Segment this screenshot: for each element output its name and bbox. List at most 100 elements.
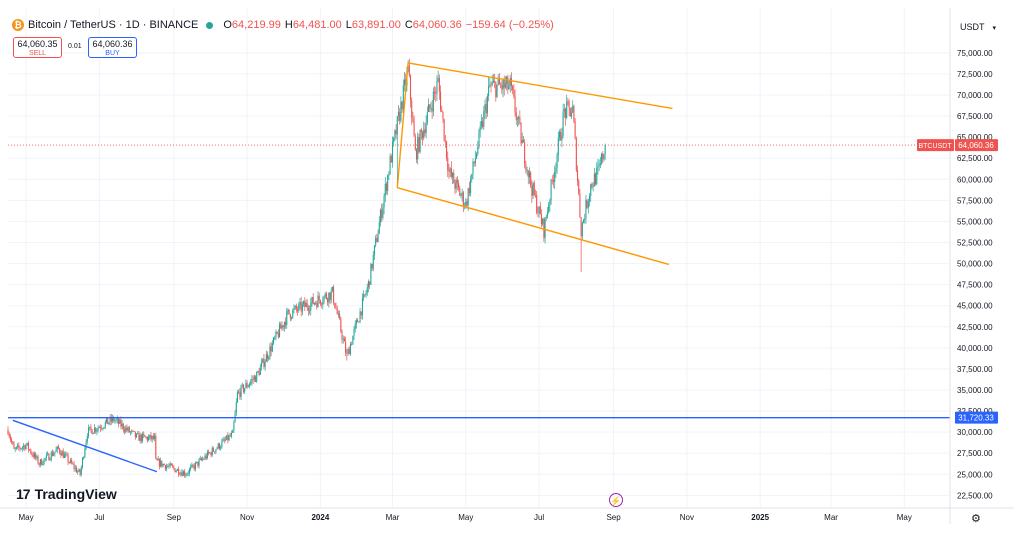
candle-body bbox=[394, 130, 396, 138]
trendline-channel-upper[interactable] bbox=[407, 62, 673, 110]
candle-body bbox=[263, 358, 265, 367]
candle-body bbox=[601, 153, 603, 164]
candle-body bbox=[525, 163, 527, 171]
symbol-title[interactable]: Bitcoin / TetherUS · 1D · BINANCE bbox=[28, 19, 199, 31]
candle-body bbox=[214, 451, 216, 453]
candle-body bbox=[361, 298, 364, 316]
buy-button[interactable]: 64,060.36 BUY bbox=[88, 37, 137, 58]
candle-body bbox=[419, 129, 421, 152]
tradingview-logo[interactable]: 17 TradingView bbox=[16, 486, 117, 502]
candle-body bbox=[305, 302, 307, 307]
candle-body bbox=[11, 439, 13, 442]
candle-body bbox=[590, 184, 592, 196]
trendline-downtrend[interactable] bbox=[12, 419, 158, 473]
candle-body bbox=[501, 85, 503, 90]
candle-body bbox=[372, 254, 374, 269]
chevron-down-icon: ▾ bbox=[992, 25, 996, 32]
candle-body bbox=[126, 427, 128, 431]
candle-body bbox=[413, 121, 415, 137]
candle-body bbox=[353, 328, 355, 337]
candle-body bbox=[366, 287, 368, 293]
candle-body bbox=[211, 448, 213, 456]
candle-body bbox=[403, 79, 406, 86]
candle-body bbox=[301, 304, 303, 312]
candle-body bbox=[355, 320, 357, 324]
candle-body bbox=[494, 81, 496, 83]
candle-body bbox=[510, 78, 512, 87]
candle-body bbox=[396, 116, 398, 135]
candle-body bbox=[593, 173, 595, 187]
candle-body bbox=[200, 458, 202, 460]
gear-icon[interactable]: ⚙ bbox=[971, 513, 981, 525]
candle-body bbox=[119, 419, 121, 424]
price-tick-label: 45,000.00 bbox=[957, 302, 993, 311]
close-label: C bbox=[404, 19, 413, 31]
candle-body bbox=[86, 436, 88, 442]
candle-body bbox=[312, 297, 314, 305]
candle-body bbox=[145, 437, 147, 438]
candle-body bbox=[198, 459, 200, 466]
candle-body bbox=[297, 309, 299, 311]
candle-body bbox=[536, 195, 538, 213]
candle-body bbox=[477, 146, 479, 154]
candles bbox=[7, 58, 606, 478]
candle-body bbox=[123, 429, 126, 432]
candle-body bbox=[89, 426, 91, 428]
candle-body bbox=[98, 427, 100, 429]
candle-body bbox=[244, 387, 246, 392]
candle-body bbox=[521, 139, 523, 144]
trendline-channel-lower[interactable] bbox=[397, 187, 670, 266]
candle-body bbox=[247, 385, 249, 388]
candle-body bbox=[146, 437, 148, 441]
time-tick-label: Nov bbox=[240, 513, 254, 522]
candle-body bbox=[83, 457, 85, 459]
support-price-label: 31,720.33 bbox=[958, 414, 994, 423]
candle-body bbox=[340, 318, 342, 332]
candle-body bbox=[117, 418, 120, 424]
candle-body bbox=[378, 222, 380, 234]
candle-body bbox=[530, 172, 532, 186]
candle-body bbox=[115, 419, 117, 421]
candle-body bbox=[591, 184, 593, 187]
candle-body bbox=[315, 302, 317, 304]
candle-body bbox=[271, 343, 273, 352]
candle-body bbox=[80, 467, 82, 475]
candle-body bbox=[497, 78, 499, 85]
candle-body bbox=[500, 84, 502, 86]
candle-body bbox=[191, 464, 193, 467]
candle-body bbox=[299, 302, 301, 305]
price-tick-label: 70,000.00 bbox=[957, 91, 993, 100]
candle-body bbox=[562, 111, 564, 136]
candle-body bbox=[298, 304, 300, 311]
candle-body bbox=[425, 122, 427, 134]
candle-body bbox=[133, 431, 135, 432]
candle-body bbox=[581, 222, 583, 237]
candle-body bbox=[449, 168, 451, 172]
drawings bbox=[8, 62, 950, 473]
candle-body bbox=[393, 137, 395, 143]
candle-body bbox=[143, 433, 145, 436]
candle-body bbox=[582, 219, 585, 223]
buy-label: BUY bbox=[105, 50, 120, 57]
candle-body bbox=[216, 448, 218, 450]
candle-body bbox=[7, 429, 9, 435]
sell-button[interactable]: 64,060.35 SELL bbox=[13, 37, 62, 58]
low-value: 63,891.00 bbox=[351, 19, 401, 31]
candle-body bbox=[585, 200, 587, 219]
candle-body bbox=[549, 200, 551, 205]
candle-body bbox=[252, 378, 254, 380]
open-value: 64,219.99 bbox=[231, 19, 281, 31]
price-tick-label: 60,000.00 bbox=[957, 175, 993, 184]
candle-body bbox=[360, 311, 362, 316]
candle-body bbox=[56, 446, 58, 450]
currency-selector[interactable]: USDT ▾ bbox=[960, 22, 996, 32]
last-price-label: 64,060.36 bbox=[958, 141, 994, 150]
candle-body bbox=[254, 376, 257, 382]
candle-body bbox=[485, 104, 487, 114]
price-tick-label: 27,500.00 bbox=[957, 449, 993, 458]
candle-body bbox=[136, 433, 138, 438]
candle-body bbox=[572, 106, 574, 113]
lightning-icon[interactable]: ⚡ bbox=[609, 493, 623, 507]
trendline-channel-connector[interactable] bbox=[396, 62, 409, 188]
